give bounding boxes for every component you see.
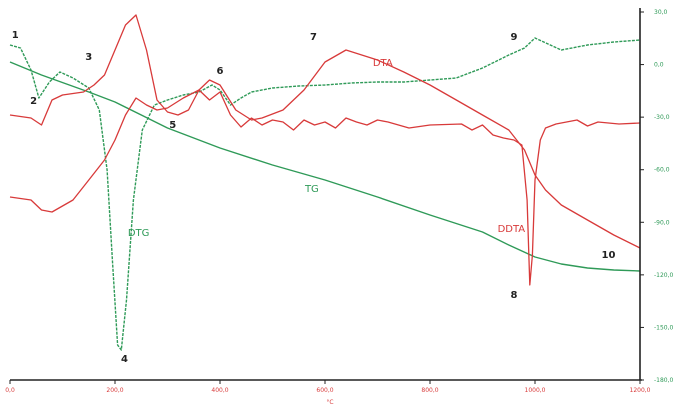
y-tick-label: -180,0 xyxy=(654,377,674,384)
y-tick-label: 0,0 xyxy=(654,62,664,69)
plot-area xyxy=(9,14,641,351)
y-tick-label: -90,0 xyxy=(654,219,670,226)
y-tick-label: 30,0 xyxy=(654,9,668,16)
series-label-tg: TG xyxy=(304,184,319,195)
x-tick-label: 600,0 xyxy=(316,387,333,394)
x-tick-label: 0,0 xyxy=(5,387,15,394)
labels: 1 2 3 4 5 6 7 8 9 10 DTA TG DTG DDTA xyxy=(12,30,616,365)
series-label-dta: DTA xyxy=(373,58,393,69)
point-annotation: 5 xyxy=(169,120,176,131)
series-label-ddta: DDTA xyxy=(498,224,526,235)
point-annotation: 4 xyxy=(121,354,128,365)
series-line-tg xyxy=(9,61,641,272)
y-tick-label: -30,0 xyxy=(654,114,670,121)
y-tick-label: -150,0 xyxy=(654,324,674,331)
point-annotation: 9 xyxy=(511,32,518,43)
series-line-dtg xyxy=(9,37,641,351)
series-line-ddta xyxy=(9,89,641,286)
point-annotation: 1 xyxy=(12,30,19,41)
x-tick-label: 1000,0 xyxy=(525,387,546,394)
axes: 0,0 200,0 400,0 600,0 800,0 1000,0 1200,0 30,0 0… xyxy=(5,8,674,406)
point-annotation: 2 xyxy=(30,96,37,107)
series-label-dtg: DTG xyxy=(128,228,150,239)
x-tick-label: 1200,0 xyxy=(630,387,651,394)
point-annotation: 6 xyxy=(217,66,224,77)
y-tick-label: -60,0 xyxy=(654,167,670,174)
x-axis-label: °C xyxy=(326,399,333,406)
point-annotation: 8 xyxy=(511,290,518,301)
point-annotation: 3 xyxy=(85,52,92,63)
point-annotation: 7 xyxy=(310,32,317,43)
x-tick-label: 800,0 xyxy=(421,387,438,394)
point-annotation: 10 xyxy=(602,250,616,261)
x-tick-label: 400,0 xyxy=(211,387,228,394)
series-line-dta xyxy=(9,14,641,249)
y-tick-label: -120,0 xyxy=(654,272,674,279)
x-tick-label: 200,0 xyxy=(106,387,123,394)
